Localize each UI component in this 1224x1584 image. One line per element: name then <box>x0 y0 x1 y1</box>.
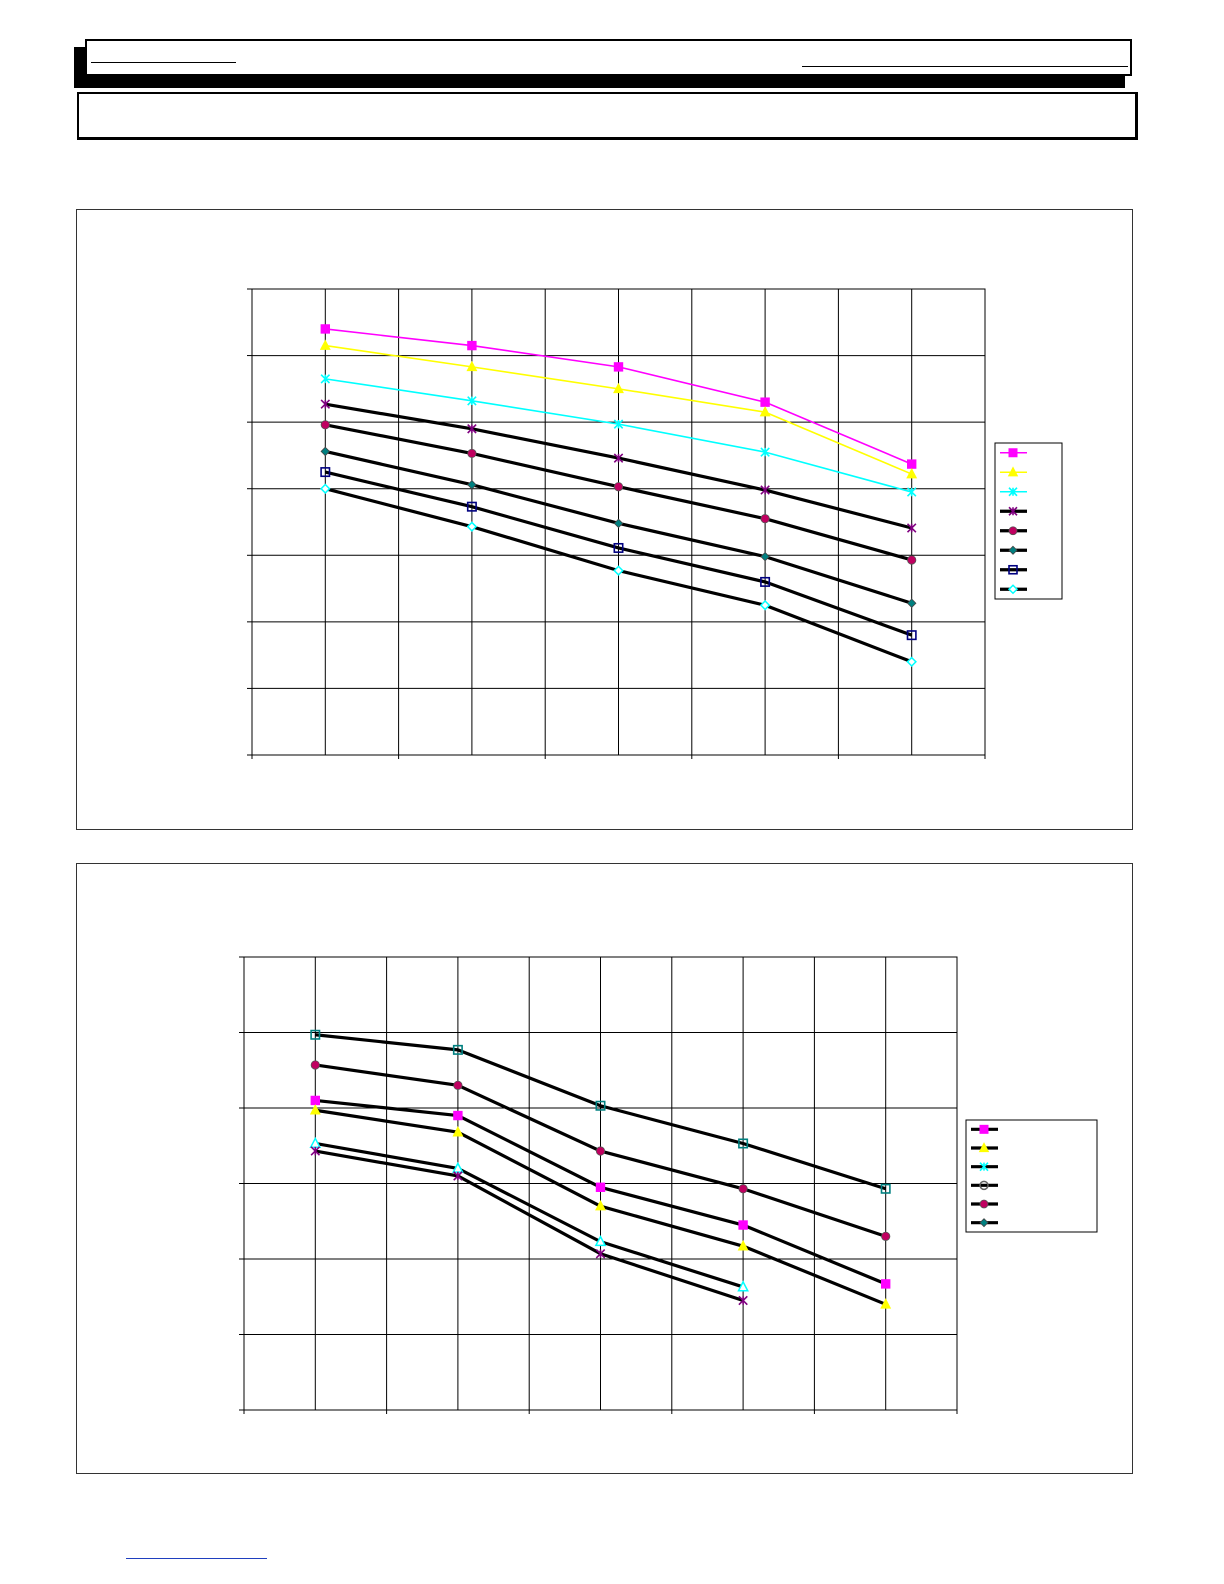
chart1-series-7-point-5 <box>906 630 917 641</box>
chart1-series-5-point-1 <box>320 420 330 430</box>
chart1-series-7-line <box>324 470 913 637</box>
chart2-series-2-point-1 <box>309 1104 321 1115</box>
chart1-legend-marker-7 <box>1008 564 1018 575</box>
chart2-series-6-point-1 <box>310 1029 321 1040</box>
chart1-series-6-point-2 <box>467 479 477 490</box>
chart1-series-2-point-1 <box>319 339 331 350</box>
chart1-series-2-point-2 <box>466 360 478 372</box>
chart2-series-5-point-1 <box>310 1060 320 1070</box>
header-right-rule <box>802 66 1128 67</box>
chart1-series-3-point-5 <box>906 487 917 497</box>
chart1-series-2-point-4 <box>759 406 771 417</box>
chart1-legend-marker-5 <box>1008 526 1018 536</box>
chart2-series-4-point-2 <box>453 1171 463 1181</box>
chart2-series-1-point-5 <box>881 1279 891 1289</box>
chart1-series-4-point-3 <box>613 453 624 463</box>
chart2-legend-marker-5 <box>979 1199 989 1209</box>
chart2-series-2-point-2 <box>452 1126 464 1137</box>
title-box <box>77 92 1138 140</box>
chart1-series-5-point-4 <box>760 514 770 524</box>
chart2-series-3-point-4 <box>737 1280 749 1292</box>
chart1-legend-marker-1 <box>1008 448 1018 458</box>
chart1-series-8-point-2 <box>466 521 478 532</box>
footer-link[interactable] <box>126 1558 267 1559</box>
chart1-series-3-point-2 <box>467 396 477 406</box>
chart2-series-6-point-2 <box>452 1044 463 1055</box>
chart1-series-7-point-4 <box>760 576 771 587</box>
chart1-series-4-point-2 <box>467 424 477 434</box>
chart2-series-2-point-3 <box>595 1200 606 1211</box>
chart1-series-1-point-2 <box>467 340 477 351</box>
chart1-legend-marker-2 <box>1007 466 1019 477</box>
chart2-series-5-point-5 <box>881 1231 891 1241</box>
chart1-series-1-point-3 <box>613 362 624 372</box>
chart1-series-2-point-3 <box>613 382 624 394</box>
chart1-series-5-point-2 <box>467 448 477 459</box>
chart1-series-6-point-4 <box>760 551 770 562</box>
chart1-series-6-point-5 <box>906 598 917 608</box>
chart2-series-5-point-2 <box>453 1080 463 1090</box>
chart2-series-5-point-4 <box>738 1184 748 1194</box>
chart2-series-6-point-5 <box>880 1183 891 1194</box>
chart2-series-2-point-4 <box>737 1240 749 1251</box>
chart2-series-2-point-5 <box>880 1298 892 1309</box>
header-left-rule <box>91 62 236 63</box>
chart2-series-6-point-4 <box>738 1138 749 1149</box>
chart2-legend-marker-1 <box>979 1124 989 1134</box>
chart2-series-1-point-4 <box>738 1220 748 1230</box>
chart1-series-8-point-4 <box>759 599 771 611</box>
chart1-series-5-point-5 <box>907 555 917 565</box>
chart2-series-4-point-3 <box>595 1248 606 1259</box>
chart1-series-3-point-3 <box>613 419 624 429</box>
chart2-legend-marker-3 <box>979 1162 989 1172</box>
chart1-series-3-point-4 <box>760 447 770 457</box>
chart2-series-4-line <box>315 1149 744 1303</box>
chart2-series-1-point-3 <box>595 1182 606 1192</box>
chart2-series-3-line <box>315 1141 744 1289</box>
chart1-series-7-point-2 <box>466 501 477 512</box>
chart1-legend-marker-4 <box>1008 506 1018 516</box>
chart1-series-5-point-3 <box>613 482 624 492</box>
chart2-series-6-point-3 <box>595 1100 606 1111</box>
chart1-series-2-point-5 <box>906 467 918 479</box>
chart1-legend-marker-3 <box>1008 487 1018 497</box>
chart1-legend-marker-6 <box>1008 545 1018 555</box>
chart1-series-1-point-1 <box>320 324 331 334</box>
chart1-series-1-point-5 <box>907 459 917 469</box>
chart1-series-4-point-1 <box>320 399 331 409</box>
chart2-series-4-point-4 <box>738 1295 748 1306</box>
header-bar <box>85 39 1132 76</box>
chart2-series-6-line <box>315 1033 887 1191</box>
chart2-series-1-point-2 <box>453 1110 463 1121</box>
chart2-legend <box>965 1119 1098 1233</box>
chart1-series-4-point-4 <box>760 485 770 495</box>
chart1-series-6-point-1 <box>320 446 331 457</box>
chart1-series-6-point-3 <box>613 518 624 529</box>
chart1-series-8-point-5 <box>906 656 917 668</box>
chart1-series-1-point-4 <box>760 397 770 407</box>
chart2-legend-marker-6 <box>979 1218 989 1228</box>
chart1-series-8-point-1 <box>320 483 331 494</box>
chart1-series-3-point-1 <box>320 374 331 384</box>
chart2-legend-marker-2 <box>978 1142 990 1153</box>
chart1-legend-marker-8 <box>1007 584 1019 595</box>
chart2-series-4-point-1 <box>310 1146 321 1156</box>
chart2-series-5-point-3 <box>595 1146 606 1156</box>
chart2-legend-marker-4 <box>979 1180 989 1191</box>
chart1-legend <box>994 442 1063 600</box>
chart1-series-8-point-3 <box>613 565 624 576</box>
chart1-series-7-point-1 <box>320 467 331 478</box>
chart1-series-4-point-5 <box>906 523 917 533</box>
chart1-series-7-point-3 <box>613 542 624 553</box>
chart2-series-3-point-3 <box>594 1234 607 1247</box>
chart2-series-1-point-1 <box>310 1095 321 1106</box>
